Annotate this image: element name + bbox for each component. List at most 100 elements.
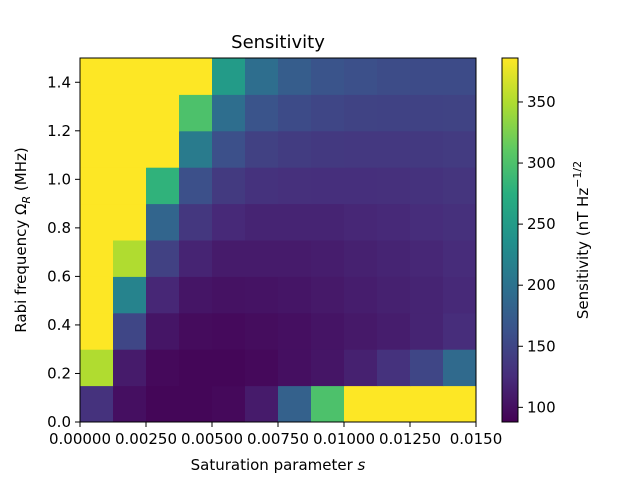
heatmap-cell: [377, 167, 411, 205]
heatmap-cell: [113, 276, 147, 314]
heatmap-cell: [80, 94, 114, 132]
heatmap-cell: [278, 312, 312, 350]
heatmap-cell: [245, 167, 279, 205]
heatmap-cell: [179, 385, 213, 422]
heatmap-cell: [212, 130, 246, 168]
colorbar-label: Sensitivity (nT Hz−1/2: [571, 161, 592, 319]
heatmap-cell: [179, 94, 213, 132]
y-axis-label: Rabi frequency ΩR (MHz): [12, 147, 33, 332]
heatmap-cell: [146, 94, 180, 132]
heatmap-cell: [377, 385, 411, 422]
heatmap-cell: [179, 240, 213, 277]
heatmap-cell: [311, 240, 345, 277]
heatmap-cell: [278, 167, 312, 205]
y-tick-label: 0.4: [47, 316, 71, 334]
heatmap-cell: [278, 94, 312, 132]
heatmap-cell: [443, 385, 476, 422]
heatmap-cell: [212, 312, 246, 350]
heatmap-cell: [443, 58, 476, 95]
heatmap-cell: [410, 94, 444, 132]
heatmap-cell: [113, 167, 147, 205]
heatmap-cell: [80, 276, 114, 314]
heatmap-cell: [344, 203, 378, 241]
heatmap-cell: [212, 203, 246, 241]
y-tick-label: 0.6: [47, 267, 71, 285]
heatmap-cell: [410, 276, 444, 314]
heatmap-cell: [410, 240, 444, 277]
heatmap-cell: [410, 385, 444, 422]
heatmap-cell: [212, 240, 246, 277]
heatmap-cell: [377, 130, 411, 168]
heatmap-cell: [344, 312, 378, 350]
heatmap-cell: [146, 276, 180, 314]
heatmap-cell: [212, 94, 246, 132]
y-label-text: Rabi frequency Ω: [12, 204, 30, 333]
heatmap-cell: [113, 58, 147, 95]
heatmap-cell: [146, 349, 180, 387]
heatmap-cell: [278, 349, 312, 387]
heatmap-cell: [80, 240, 114, 277]
heatmap-cell: [311, 312, 345, 350]
heatmap-cell: [179, 58, 213, 95]
heatmap-cell: [212, 276, 246, 314]
x-tick-label: 0.00250: [115, 430, 177, 448]
heatmap-cell: [377, 240, 411, 277]
heatmap-cell: [311, 167, 345, 205]
heatmap-cell: [344, 58, 378, 95]
heatmap-cell: [377, 94, 411, 132]
heatmap-cell: [344, 349, 378, 387]
heatmap-cell: [344, 94, 378, 132]
heatmap-cell: [311, 58, 345, 95]
heatmap-cell: [113, 385, 147, 422]
heatmap-cell: [113, 240, 147, 277]
heatmap-cell: [146, 312, 180, 350]
heatmap-cell: [278, 58, 312, 95]
heatmap-cell: [179, 167, 213, 205]
heatmap-cell: [113, 130, 147, 168]
colorbar-label-sup: −1/2: [571, 161, 584, 188]
heatmap-cell: [113, 312, 147, 350]
x-label-text: Saturation parameter: [191, 456, 358, 474]
colorbar-tick-label: 250: [527, 215, 556, 233]
x-tick-label: 0.00000: [49, 430, 111, 448]
heatmap-cell: [344, 167, 378, 205]
heatmap-cell: [80, 203, 114, 241]
heatmap-cell: [410, 167, 444, 205]
heatmap-cell: [344, 130, 378, 168]
heatmap-cell: [443, 167, 476, 205]
heatmap-cell: [377, 203, 411, 241]
heatmap-cell: [80, 130, 114, 168]
heatmap-cell: [146, 167, 180, 205]
heatmap-cell: [443, 203, 476, 241]
x-tick-label: 0.01000: [313, 430, 375, 448]
heatmap-cell: [278, 276, 312, 314]
colorbar-tick-label: 200: [527, 276, 556, 294]
heatmap-cell: [113, 203, 147, 241]
heatmap-cell: [311, 203, 345, 241]
y-tick-label: 0.8: [47, 219, 71, 237]
heatmap-cell: [146, 240, 180, 277]
heatmap-cell: [179, 276, 213, 314]
colorbar-tick-label: 100: [527, 398, 556, 416]
heatmap-cell: [278, 385, 312, 422]
heatmap-cell: [443, 130, 476, 168]
x-tick-label: 0.00500: [181, 430, 243, 448]
heatmap-cell: [443, 240, 476, 277]
heatmap-cell: [443, 312, 476, 350]
heatmap-cell: [212, 349, 246, 387]
chart-title: Sensitivity: [231, 32, 325, 53]
heatmap-cell: [311, 349, 345, 387]
heatmap-cell: [245, 385, 279, 422]
heatmap-cell: [311, 94, 345, 132]
heatmap-cell: [179, 349, 213, 387]
x-tick-label: 0.01250: [379, 430, 441, 448]
heatmap-cell: [377, 349, 411, 387]
colorbar-tick-label: 300: [527, 154, 556, 172]
heatmap-cell: [80, 349, 114, 387]
heatmap-cell: [212, 58, 246, 95]
heatmap-cell: [146, 130, 180, 168]
heatmap-cell: [410, 130, 444, 168]
heatmap-cell: [278, 203, 312, 241]
heatmap-cell: [179, 203, 213, 241]
